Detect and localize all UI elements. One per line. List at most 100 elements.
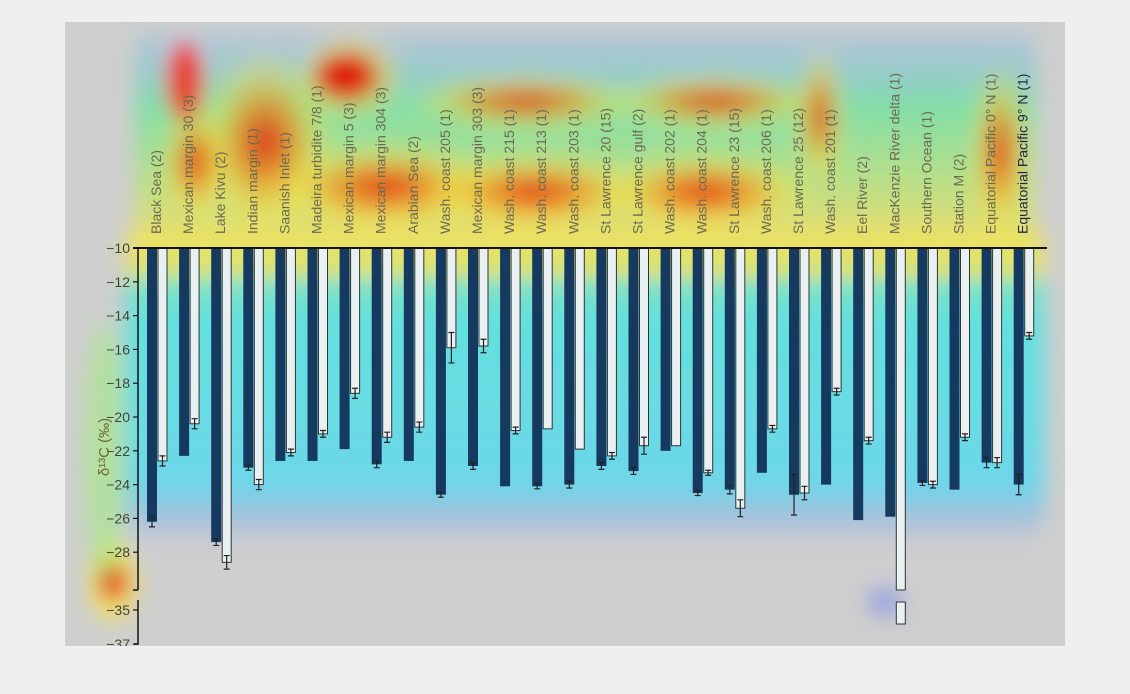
bar-light-5 <box>318 247 328 435</box>
bar-light-10 <box>478 247 489 347</box>
category-label-6: Mexican margin 5 (3) <box>341 103 357 235</box>
category-label-13: Wash. coast 203 (1) <box>565 109 581 234</box>
error-bar-6-light <box>352 387 359 400</box>
bar-dark-4 <box>275 248 286 461</box>
error-bar-26-dark <box>983 456 990 469</box>
error-bar-20-dark <box>791 473 797 516</box>
y-tick-label-9: −28 <box>106 544 130 560</box>
error-bar-7-dark <box>373 460 380 469</box>
bar-dark-6 <box>339 248 350 450</box>
bar-dark-2 <box>211 248 222 543</box>
y-tick-label-8: −26 <box>106 510 130 526</box>
bar-light-22 <box>863 247 874 442</box>
bar-dark-5 <box>307 248 318 461</box>
bar-dark-27 <box>1013 248 1024 485</box>
bar-light-27 <box>1024 247 1035 337</box>
y-tick-label-0: −10 <box>106 240 130 256</box>
bar-dark-14 <box>596 248 607 467</box>
error-bar-4-light <box>287 448 294 457</box>
bar-dark-13 <box>564 248 575 485</box>
bar-light-24 <box>927 247 938 486</box>
category-label-3: Indian margin (1) <box>244 128 260 234</box>
error-bar-2-dark <box>213 538 220 547</box>
category-label-22: Eel River (2) <box>854 156 870 234</box>
category-label-20: St Lawrence 25 (12) <box>790 108 806 234</box>
error-bar-10-dark <box>470 462 476 470</box>
bar-dark-1 <box>179 248 190 456</box>
error-bar-17-light <box>705 469 712 476</box>
bar-light-6 <box>350 247 361 394</box>
error-bar-2-light <box>223 554 230 570</box>
error-bar-15-dark <box>630 467 637 476</box>
bar-light-12 <box>542 247 553 430</box>
category-label-8: Arabian Sea (2) <box>405 136 421 234</box>
y-tick-label-6: −22 <box>106 443 130 459</box>
chart-figure: −10 −12 −14 −16 −18 −20 −22 −24 −26 −28 −35 −37 Bla… <box>65 22 1065 646</box>
bar-light-23-broken-segment <box>895 601 906 625</box>
error-bar-22-light <box>865 436 872 445</box>
error-bar-18-dark <box>726 484 733 495</box>
bar-light-25 <box>960 247 970 438</box>
error-bar-9-light <box>448 331 455 364</box>
bar-dark-17 <box>692 248 703 494</box>
y-axis-title: δ¹³C (‰) <box>96 418 113 476</box>
y-axis-line-upper <box>133 248 139 591</box>
category-labels: Black Sea (2) Mexican margin 30 (3) Lake K… <box>148 73 1031 234</box>
error-bar-14-light <box>608 451 615 460</box>
category-label-1: Mexican margin 30 (3) <box>180 95 196 234</box>
bar-light-18 <box>735 247 746 509</box>
category-label-26: Equatorial Pacific 0° N (1) <box>983 74 999 234</box>
error-bar-27-dark <box>1015 473 1022 496</box>
bar-light-1 <box>189 247 200 425</box>
chart-svg: −10 −12 −14 −16 −18 −20 −22 −24 −26 −28 −35 −37 Bla… <box>83 32 1047 646</box>
y-tick-label-1: −12 <box>106 274 130 290</box>
y-tick-label-10: −35 <box>106 602 130 618</box>
error-bar-8-light <box>416 421 423 433</box>
bar-light-26 <box>992 247 1003 464</box>
bar-light-15 <box>639 247 649 447</box>
category-label-27: Equatorial Pacific 9° N (1) <box>1015 74 1031 234</box>
error-bar-25-light <box>962 433 968 442</box>
error-bar-21-light <box>833 387 840 396</box>
category-label-23: MacKenzie River delta (1) <box>886 73 902 234</box>
error-bar-0-dark <box>149 516 155 528</box>
error-bar-3-dark <box>245 464 252 471</box>
error-bar-18-light <box>737 499 744 518</box>
error-bar-27-light <box>1026 331 1033 340</box>
bar-dark-25 <box>949 248 960 490</box>
error-bar-24-dark <box>919 479 926 487</box>
error-bar-12-dark <box>534 483 541 490</box>
category-label-18: St Lawrence 23 (15) <box>726 108 742 234</box>
bar-light-0 <box>157 247 168 462</box>
bar-light-20 <box>799 247 810 494</box>
y-tick-label-4: −18 <box>106 375 130 391</box>
bar-light-4 <box>285 247 296 453</box>
category-label-17: Wash. coast 204 (1) <box>694 109 710 234</box>
bar-dark-21 <box>821 248 832 485</box>
category-label-24: Southern Ocean (1) <box>918 111 934 234</box>
category-label-9: Wash. coast 205 (1) <box>437 109 453 234</box>
y-axis: −10 −12 −14 −16 −18 −20 −22 −24 −26 −28 −35 −37 <box>106 240 1047 646</box>
bar-dark-7 <box>371 248 382 465</box>
bar-dark-10 <box>468 248 478 467</box>
error-bar-24-light <box>929 480 936 489</box>
y-tick-label-7: −24 <box>106 477 130 493</box>
category-label-4: Saanish Inlet (1) <box>276 132 292 234</box>
bar-layer <box>147 247 1035 625</box>
y-tick-label-3: −16 <box>106 341 130 357</box>
error-bar-15-light <box>641 436 647 455</box>
error-bar-5-light <box>320 429 326 438</box>
error-bar-10-light <box>480 338 487 354</box>
y-tick-label-2: −14 <box>106 308 130 324</box>
error-bar-layer <box>149 331 1033 570</box>
category-label-21: Wash. coast 201 (1) <box>822 109 838 234</box>
category-label-15: St Lawrence gulf (2) <box>630 109 646 234</box>
bar-dark-22 <box>853 248 864 521</box>
bar-dark-15 <box>628 248 639 472</box>
error-bar-9-dark <box>437 491 444 498</box>
category-label-2: Lake Kivu (2) <box>212 152 228 234</box>
bar-light-21 <box>831 247 842 393</box>
error-bar-1-light <box>191 418 198 430</box>
bar-light-16 <box>671 247 682 447</box>
error-bar-19-light <box>769 424 776 433</box>
